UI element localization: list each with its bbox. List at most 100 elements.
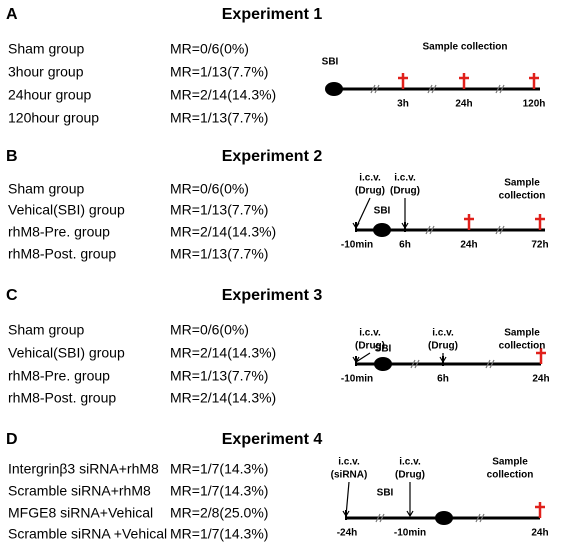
mortality-rate: MR=1/13(7.7%)	[170, 202, 268, 218]
timeline-annotation: Sample	[504, 178, 540, 189]
timeline-annotation: i.c.v.	[394, 173, 416, 184]
time-label: 120h	[523, 99, 546, 110]
time-label: -10min	[394, 528, 426, 539]
mortality-rate: MR=1/7(14.3%)	[170, 483, 268, 499]
break-mark	[427, 84, 433, 94]
panel-title: Experiment 2	[222, 148, 323, 165]
group-name: 120hour group	[8, 110, 99, 126]
injection-arrow	[352, 197, 371, 230]
break-mark	[495, 225, 501, 235]
break-mark	[410, 359, 416, 369]
break-mark	[431, 84, 437, 94]
panel-label: D	[6, 431, 18, 448]
group-name: 24hour group	[8, 87, 92, 103]
timeline-annotation: (Drug)	[395, 470, 425, 481]
time-label: 24h	[460, 240, 477, 251]
injection-arrow	[406, 482, 414, 518]
group-name: Vehical(SBI) group	[8, 202, 125, 218]
group-name: Scramble siRNA +Vehical	[8, 526, 167, 542]
group-name: Vehical(SBI) group	[8, 345, 125, 361]
mortality-rate: MR=1/7(14.3%)	[170, 461, 268, 477]
group-name: rhM8-Post. group	[8, 246, 116, 262]
break-mark	[374, 84, 380, 94]
break-mark	[479, 513, 485, 523]
break-mark	[375, 513, 381, 523]
time-label: -10min	[341, 240, 373, 251]
break-mark	[414, 359, 420, 369]
time-label: 72h	[531, 240, 548, 251]
panel-title: Experiment 3	[222, 287, 323, 304]
break-mark	[485, 359, 491, 369]
timeline-annotation: i.c.v.	[399, 457, 421, 468]
break-mark	[495, 84, 501, 94]
timeline-annotation: Sample collection	[422, 42, 507, 53]
group-name: 3hour group	[8, 64, 84, 80]
timeline-annotation: (Drug)	[355, 186, 385, 197]
sbi-marker	[435, 511, 453, 525]
injection-arrow	[439, 353, 447, 364]
timeline-annotation: (Drug)	[428, 341, 458, 352]
mortality-rate: MR=2/14(14.3%)	[170, 224, 276, 240]
break-mark	[379, 513, 385, 523]
timeline-annotation: Sample	[492, 457, 528, 468]
break-mark	[499, 225, 505, 235]
timeline-annotation: SBI	[322, 57, 339, 68]
group-name: Sham group	[8, 41, 84, 57]
timeline-annotation: (Drug)	[390, 186, 420, 197]
panel-title: Experiment 1	[222, 6, 323, 23]
timeline-annotation: SBI	[374, 206, 391, 217]
timeline-annotation: i.c.v.	[338, 457, 360, 468]
break-mark	[429, 225, 435, 235]
timeline-annotation: collection	[499, 341, 546, 352]
timeline-annotation: (Drug)	[355, 341, 385, 352]
break-mark	[370, 84, 376, 94]
group-name: rhM8-Post. group	[8, 390, 116, 406]
time-label: 24h	[531, 528, 548, 539]
timeline-annotation: collection	[487, 470, 534, 481]
mortality-rate: MR=1/13(7.7%)	[170, 368, 268, 384]
break-mark	[499, 84, 505, 94]
timeline-annotation: i.c.v.	[432, 328, 454, 339]
time-label: 24h	[532, 374, 549, 385]
timeline-annotation: i.c.v.	[359, 173, 381, 184]
break-mark	[489, 359, 495, 369]
break-mark	[425, 225, 431, 235]
time-label: -24h	[337, 528, 358, 539]
timeline-annotation: collection	[499, 191, 546, 202]
time-label: -10min	[341, 374, 373, 385]
injection-arrow	[342, 481, 350, 518]
injection-arrow	[352, 352, 371, 364]
time-label: 3h	[397, 99, 409, 110]
mortality-rate: MR=0/6(0%)	[170, 181, 249, 197]
sbi-marker	[374, 357, 392, 371]
panel-label: A	[6, 6, 18, 23]
panel-label: B	[6, 148, 18, 165]
group-name: Sham group	[8, 181, 84, 197]
sbi-marker	[325, 82, 343, 96]
group-name: rhM8-Pre. group	[8, 368, 110, 384]
mortality-rate: MR=2/8(25.0%)	[170, 505, 268, 521]
timeline-annotation: Sample	[504, 328, 540, 339]
break-mark	[475, 513, 481, 523]
mortality-rate: MR=2/14(14.3%)	[170, 390, 276, 406]
time-label: 6h	[399, 240, 411, 251]
mortality-rate: MR=1/13(7.7%)	[170, 246, 268, 262]
timeline-annotation: SBI	[375, 344, 392, 355]
group-name: rhM8-Pre. group	[8, 224, 110, 240]
panel-title: Experiment 4	[222, 431, 323, 448]
group-name: Sham group	[8, 322, 84, 338]
group-name: Scramble siRNA+rhM8	[8, 483, 151, 499]
mortality-rate: MR=0/6(0%)	[170, 41, 249, 57]
mortality-rate: MR=1/13(7.7%)	[170, 64, 268, 80]
group-name: MFGE8 siRNA+Vehical	[8, 505, 153, 521]
time-label: 6h	[437, 374, 449, 385]
mortality-rate: MR=2/14(14.3%)	[170, 345, 276, 361]
injection-arrow	[401, 198, 409, 230]
sbi-marker	[373, 223, 391, 237]
timeline-annotation: (siRNA)	[331, 470, 368, 481]
mortality-rate: MR=0/6(0%)	[170, 322, 249, 338]
group-name: Intergrinβ3 siRNA+rhM8	[8, 461, 159, 477]
mortality-rate: MR=1/7(14.3%)	[170, 526, 268, 542]
time-label: 24h	[455, 99, 472, 110]
